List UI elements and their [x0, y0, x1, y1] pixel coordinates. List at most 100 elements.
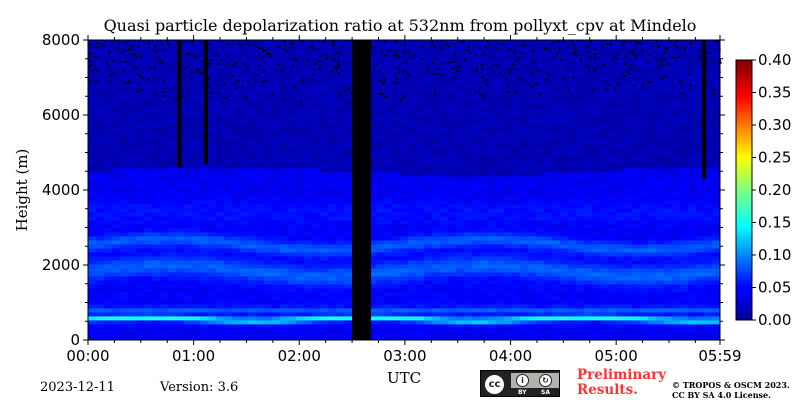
heatmap-cell	[480, 60, 489, 65]
heatmap-cell	[192, 328, 201, 333]
heatmap-cell	[392, 96, 401, 101]
heatmap-cell	[544, 336, 553, 341]
heatmap-cell	[400, 328, 409, 333]
heatmap-cell	[184, 336, 193, 341]
heatmap-cell	[240, 244, 249, 249]
heatmap-cell	[432, 140, 441, 145]
heatmap-cell	[528, 328, 537, 333]
heatmap-cell	[376, 72, 385, 77]
heatmap-cell	[528, 236, 537, 241]
heatmap-cell	[472, 148, 481, 153]
heatmap-cell	[528, 208, 537, 213]
heatmap-cell	[480, 216, 489, 221]
heatmap-cell	[544, 132, 553, 137]
heatmap-cell	[304, 120, 313, 125]
heatmap-cell	[384, 252, 393, 257]
heatmap-cell	[392, 276, 401, 281]
heatmap-cell	[400, 184, 409, 189]
heatmap-cell	[224, 164, 233, 169]
heatmap-cell	[384, 88, 393, 93]
heatmap-cell	[464, 52, 473, 57]
heatmap-cell	[152, 92, 161, 97]
heatmap-cell	[104, 260, 113, 265]
heatmap-cell	[464, 276, 473, 281]
heatmap-cell	[472, 108, 481, 113]
heatmap-cell	[264, 264, 273, 269]
heatmap-cell	[384, 108, 393, 113]
heatmap-cell	[368, 328, 377, 333]
heatmap-cell	[480, 252, 489, 257]
heatmap-cell	[112, 52, 121, 57]
heatmap-cell	[312, 44, 321, 49]
heatmap-cell	[128, 184, 137, 189]
heatmap-cell	[504, 68, 513, 73]
heatmap-cell	[96, 308, 105, 313]
heatmap-cell	[488, 60, 497, 65]
heatmap-cell	[256, 320, 265, 325]
heatmap-cell	[512, 80, 521, 85]
heatmap-cell	[416, 92, 425, 97]
heatmap-cell	[408, 316, 417, 321]
heatmap-cell	[608, 128, 617, 133]
heatmap-cell	[456, 92, 465, 97]
heatmap-cell	[544, 144, 553, 149]
heatmap-cell	[312, 116, 321, 121]
heatmap-cell	[576, 72, 585, 77]
heatmap-cell	[400, 272, 409, 277]
heatmap-cell	[584, 324, 593, 329]
heatmap-cell	[248, 236, 257, 241]
heatmap-cell	[272, 200, 281, 205]
heatmap-cell	[368, 108, 377, 113]
heatmap-cell	[256, 52, 265, 57]
heatmap-cell	[568, 280, 577, 285]
heatmap-cell	[608, 64, 617, 69]
heatmap-cell	[520, 188, 529, 193]
heatmap-cell	[400, 152, 409, 157]
heatmap-cell	[240, 236, 249, 241]
heatmap-cell	[272, 64, 281, 69]
heatmap-cell	[344, 72, 353, 77]
heatmap-cell	[296, 308, 305, 313]
heatmap-cell	[224, 44, 233, 49]
heatmap-cell	[240, 172, 249, 177]
heatmap-cell	[112, 204, 121, 209]
heatmap-cell	[88, 184, 97, 189]
heatmap-cell	[208, 336, 217, 341]
heatmap-cell	[376, 76, 385, 81]
heatmap-cell	[200, 256, 209, 261]
heatmap-cell	[312, 120, 321, 125]
heatmap-cell	[464, 332, 473, 337]
heatmap-cell	[520, 316, 529, 321]
heatmap-cell	[512, 312, 521, 317]
heatmap-cell	[248, 248, 257, 253]
heatmap-cell	[232, 144, 241, 149]
heatmap-cell	[464, 120, 473, 125]
heatmap-cell	[568, 124, 577, 129]
heatmap-cell	[272, 76, 281, 81]
heatmap-cell	[440, 228, 449, 233]
heatmap-cell	[472, 264, 481, 269]
heatmap-cell	[104, 328, 113, 333]
heatmap-cell	[552, 308, 561, 313]
heatmap-cell	[392, 188, 401, 193]
heatmap-cell	[336, 336, 345, 341]
heatmap-cell	[576, 188, 585, 193]
heatmap-cell	[520, 160, 529, 165]
heatmap-cell	[208, 160, 217, 165]
heatmap-cell	[408, 108, 417, 113]
heatmap-cell	[304, 80, 313, 85]
heatmap-cell	[488, 328, 497, 333]
heatmap-cell	[120, 132, 129, 137]
heatmap-cell	[552, 80, 561, 85]
heatmap-cell	[472, 284, 481, 289]
heatmap-cell	[608, 196, 617, 201]
heatmap-cell	[576, 256, 585, 261]
heatmap-cell	[592, 56, 601, 61]
heatmap-cell	[520, 80, 529, 85]
heatmap-cell	[456, 68, 465, 73]
heatmap-cell	[208, 260, 217, 265]
heatmap-cell	[128, 128, 137, 133]
heatmap-cell	[152, 96, 161, 101]
heatmap-cell	[456, 312, 465, 317]
heatmap-cell	[424, 316, 433, 321]
